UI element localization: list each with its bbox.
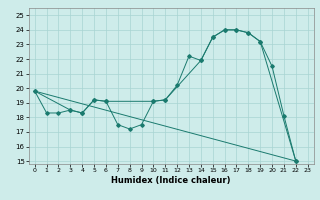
X-axis label: Humidex (Indice chaleur): Humidex (Indice chaleur) [111, 176, 231, 185]
